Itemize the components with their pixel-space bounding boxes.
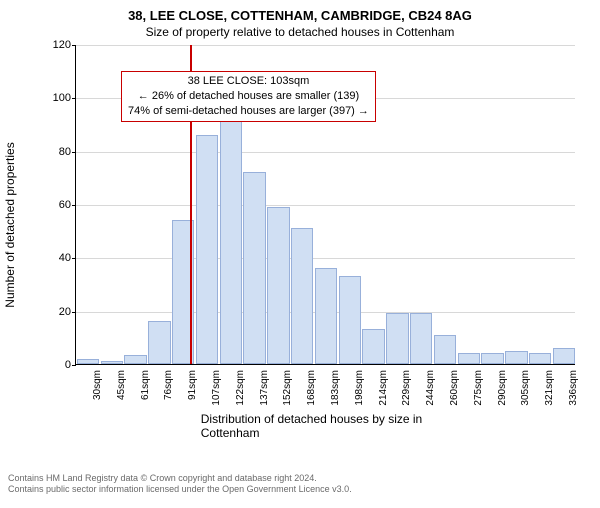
bar bbox=[220, 105, 242, 364]
x-tick-label: 137sqm bbox=[259, 370, 270, 406]
x-tick-label: 91sqm bbox=[187, 370, 198, 400]
bar bbox=[267, 207, 289, 364]
x-tick-label: 152sqm bbox=[282, 370, 293, 406]
x-tick-label: 107sqm bbox=[211, 370, 222, 406]
y-axis-label: Number of detached properties bbox=[3, 142, 17, 307]
x-tick-label: 183sqm bbox=[330, 370, 341, 406]
chart-subtitle: Size of property relative to detached ho… bbox=[0, 25, 600, 39]
info-line-1: 38 LEE CLOSE: 103sqm bbox=[128, 74, 369, 89]
x-tick-label: 45sqm bbox=[116, 370, 127, 400]
x-tick-label: 229sqm bbox=[401, 370, 412, 406]
x-tick-label: 61sqm bbox=[140, 370, 151, 400]
x-tick-label: 336sqm bbox=[568, 370, 579, 406]
x-tick-label: 305sqm bbox=[520, 370, 531, 406]
bar bbox=[505, 351, 527, 364]
x-tick-label: 168sqm bbox=[306, 370, 317, 406]
bar bbox=[410, 313, 432, 364]
bar bbox=[315, 268, 337, 364]
y-tick-mark bbox=[72, 365, 76, 366]
info-line-3: 74% of semi-detached houses are larger (… bbox=[128, 104, 369, 119]
chart-title: 38, LEE CLOSE, COTTENHAM, CAMBRIDGE, CB2… bbox=[0, 8, 600, 23]
x-tick-label: 260sqm bbox=[449, 370, 460, 406]
plot-area: 38 LEE CLOSE: 103sqm ← 26% of detached h… bbox=[75, 45, 575, 365]
chart-area: Number of detached properties 38 LEE CLO… bbox=[55, 45, 575, 405]
bar bbox=[481, 353, 503, 364]
y-tick-label: 60 bbox=[59, 199, 71, 211]
bar bbox=[243, 172, 265, 364]
x-tick-label: 290sqm bbox=[497, 370, 508, 406]
y-tick-label: 20 bbox=[59, 306, 71, 318]
bar bbox=[101, 361, 123, 364]
bar bbox=[77, 359, 99, 364]
bar bbox=[148, 321, 170, 364]
x-tick-label: 244sqm bbox=[425, 370, 436, 406]
y-tick-label: 40 bbox=[59, 252, 71, 264]
info-line-2: ← 26% of detached houses are smaller (13… bbox=[128, 89, 369, 104]
y-tick-label: 0 bbox=[65, 359, 71, 371]
x-tick-label: 198sqm bbox=[354, 370, 365, 406]
bar bbox=[339, 276, 361, 364]
bar bbox=[291, 228, 313, 364]
bar bbox=[434, 335, 456, 364]
y-tick-label: 100 bbox=[53, 92, 71, 104]
x-axis-title: Distribution of detached houses by size … bbox=[201, 412, 451, 440]
bar bbox=[362, 329, 384, 364]
y-tick-label: 120 bbox=[53, 39, 71, 51]
y-tick-label: 80 bbox=[59, 146, 71, 158]
x-tick-label: 321sqm bbox=[544, 370, 555, 406]
info-box: 38 LEE CLOSE: 103sqm ← 26% of detached h… bbox=[121, 71, 376, 122]
bar bbox=[386, 313, 408, 364]
bar bbox=[553, 348, 575, 364]
credit-line-2: Contains public sector information licen… bbox=[8, 484, 352, 496]
credit-line-1: Contains HM Land Registry data © Crown c… bbox=[8, 473, 352, 485]
x-tick-label: 214sqm bbox=[378, 370, 389, 406]
bar bbox=[124, 355, 146, 364]
x-tick-label: 30sqm bbox=[92, 370, 103, 400]
bar bbox=[458, 353, 480, 364]
x-tick-label: 76sqm bbox=[163, 370, 174, 400]
x-tick-label: 122sqm bbox=[235, 370, 246, 406]
credits: Contains HM Land Registry data © Crown c… bbox=[8, 473, 352, 496]
x-tick-label: 275sqm bbox=[473, 370, 484, 406]
bar bbox=[529, 353, 551, 364]
bar bbox=[196, 135, 218, 364]
